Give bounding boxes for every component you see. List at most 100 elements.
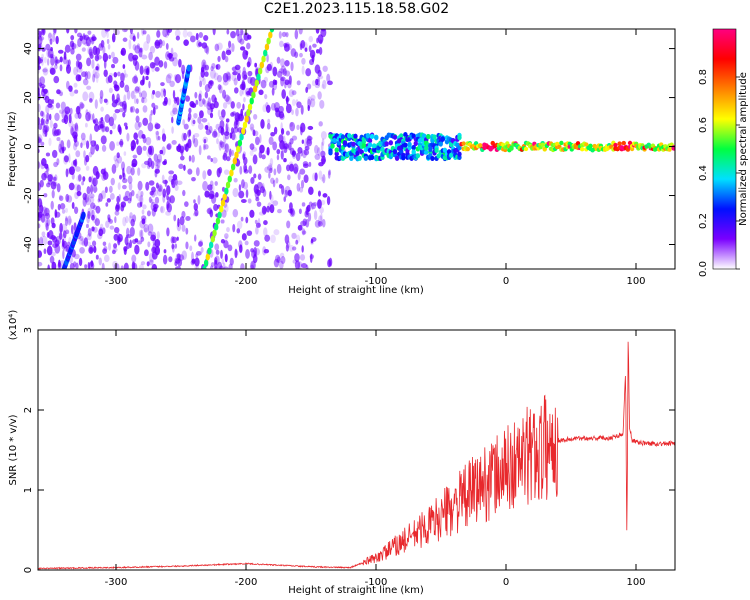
spectrogram-streak-cell xyxy=(230,163,236,171)
spectrogram-streak-cell xyxy=(237,139,243,147)
spectrogram-noise-cell xyxy=(90,175,94,185)
spectrogram-noise-cell xyxy=(244,165,247,173)
spectrogram-noise-cell xyxy=(209,180,214,187)
spectrogram-streak-cell xyxy=(242,121,248,129)
spectrogram-noise-cell xyxy=(199,74,205,82)
spectrogram-noise-cell xyxy=(90,184,94,194)
spectrogram-noise-cell xyxy=(287,174,291,181)
spectrogram-noise-cell xyxy=(91,36,97,42)
spectrogram-noise-cell xyxy=(285,130,290,136)
spectrogram-noise-cell xyxy=(155,130,160,136)
spectrogram-noise-cell xyxy=(88,46,94,57)
spectrogram-noise-cell xyxy=(230,30,236,39)
spectrogram-noise-cell xyxy=(141,162,147,169)
spectrogram-noise-cell xyxy=(110,177,115,186)
spectrogram-noise-cell xyxy=(156,231,160,240)
spectrogram-noise-cell xyxy=(146,66,150,76)
spectrogram-noise-cell xyxy=(64,217,69,227)
spectrogram-streak-cell xyxy=(227,175,232,183)
spectrogram-carrier-cell xyxy=(627,140,633,146)
spectrogram-x-label: Height of straight line (km) xyxy=(288,285,424,296)
spectrogram-noise-cell xyxy=(49,119,53,129)
spectrogram-noise-cell xyxy=(48,32,52,39)
spectrogram-noise-cell xyxy=(105,202,109,207)
spectrogram-noise-cell xyxy=(280,65,286,75)
y-tick-label: 20 xyxy=(23,91,34,104)
spectrogram-noise-cell xyxy=(68,236,72,245)
spectrogram-noise-cell xyxy=(92,73,96,83)
spectrogram-noise-cell xyxy=(225,118,230,123)
spectrogram-noise-cell xyxy=(236,228,241,234)
spectrogram-noise-cell xyxy=(254,62,258,68)
spectrogram-noise-cell xyxy=(232,71,238,76)
spectrogram-noise-cell xyxy=(203,35,209,42)
spectrogram-noise-cell xyxy=(132,214,137,223)
spectrogram-noise-cell xyxy=(216,167,221,178)
spectrogram-noise-cell xyxy=(317,75,324,80)
spectrogram-noise-cell xyxy=(172,89,176,99)
spectrogram-carrier-cell xyxy=(438,141,443,147)
spectrogram-noise-cell xyxy=(123,29,128,32)
spectrogram-noise-cell xyxy=(59,203,66,210)
spectrogram-noise-cell xyxy=(295,152,301,162)
spectrogram-noise-cell xyxy=(128,182,133,191)
spectrogram-signal-marks xyxy=(61,29,675,269)
spectrogram-noise-cell xyxy=(165,74,172,84)
spectrogram-noise-cell xyxy=(89,196,95,203)
spectrogram-streak-cell xyxy=(266,37,271,45)
spectrogram-noise-cell xyxy=(52,126,57,137)
spectrogram-noise-cell xyxy=(233,77,238,86)
snr-series-line xyxy=(38,341,675,570)
spectrogram-noise-cell xyxy=(217,84,222,91)
spectrogram-noise-cell xyxy=(86,57,92,67)
spectrogram-noise-cell xyxy=(123,122,128,127)
spectrogram-noise-cell xyxy=(63,155,69,163)
spectrogram-noise-cell xyxy=(95,170,100,180)
spectrogram-noise-cell xyxy=(53,176,57,182)
spectrogram-noise-cell xyxy=(64,44,71,53)
spectrogram-noise-cell xyxy=(70,224,74,235)
spectrogram-noise-cell xyxy=(39,76,46,86)
spectrogram-carrier-cell xyxy=(579,147,585,152)
spectrogram-noise-cell xyxy=(50,46,53,52)
spectrogram-noise-cell xyxy=(269,190,272,200)
spectrogram-noise-cell xyxy=(38,65,41,71)
spectrogram-noise-cell xyxy=(136,31,140,40)
y-tick-label: -20 xyxy=(23,187,34,203)
spectrogram-noise-cell xyxy=(112,112,117,121)
spectrogram-noise-cell xyxy=(250,177,255,185)
spectrogram-carrier-cell xyxy=(461,141,466,146)
spectrogram-noise-cell xyxy=(214,181,218,186)
spectrogram-noise-cell xyxy=(45,126,49,133)
spectrogram-noise-cell xyxy=(241,81,246,91)
spectrogram-noise-cell xyxy=(57,261,62,269)
spectrogram-noise-cell xyxy=(55,35,59,45)
spectrogram-noise-cell xyxy=(276,163,282,174)
spectrogram-noise-cell xyxy=(210,65,214,72)
spectrogram-noise-cell xyxy=(87,227,92,237)
spectrogram-noise-cell xyxy=(279,252,285,258)
spectrogram-noise-cell xyxy=(78,237,84,245)
spectrogram-noise-cell xyxy=(124,190,131,198)
spectrogram-noise-cell xyxy=(171,116,174,124)
spectrogram-noise-cell xyxy=(58,194,62,200)
spectrogram-noise-cell xyxy=(285,243,289,252)
spectrogram-noise-cell xyxy=(198,31,204,38)
spectrogram-noise-cell xyxy=(230,101,235,109)
spectrogram-noise-cell xyxy=(147,122,154,132)
spectrogram-noise-cell xyxy=(38,30,43,38)
spectrogram-noise-cell xyxy=(69,40,75,48)
spectrogram-noise-cell xyxy=(42,67,49,76)
spectrogram-noise-cell xyxy=(253,130,259,137)
spectrogram-noise-cell xyxy=(202,97,205,105)
spectrogram-noise-cell xyxy=(146,33,151,44)
spectrogram-noise-cell xyxy=(249,209,255,218)
spectrogram-noise-cell xyxy=(204,71,209,77)
spectrogram-noise-cell xyxy=(38,35,43,46)
spectrogram-noise-cell xyxy=(52,29,57,35)
x-tick-label: -100 xyxy=(365,276,388,287)
spectrogram-noise-cell xyxy=(314,219,321,228)
spectrogram-noise-cell xyxy=(174,184,179,192)
spectrogram-noise-cell xyxy=(111,123,116,130)
spectrogram-noise-cell xyxy=(139,92,142,98)
